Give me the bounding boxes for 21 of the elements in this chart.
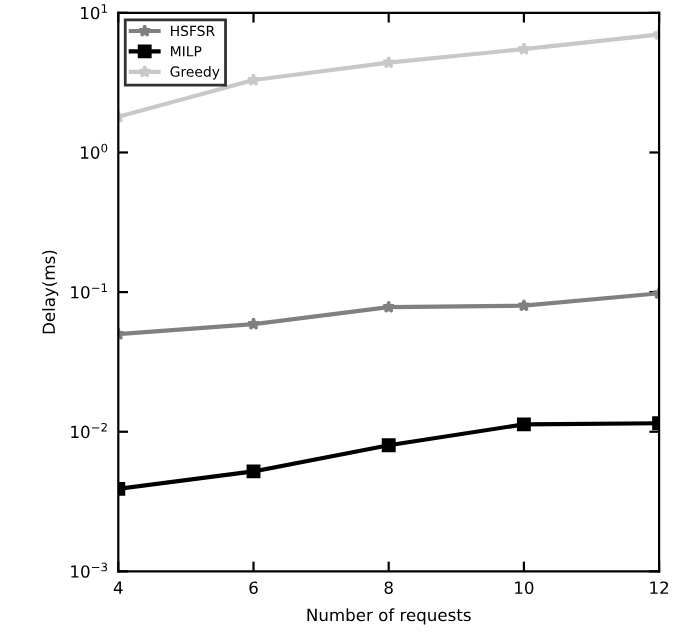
point (246, 317, 261, 330)
y-tick-label: 10$^{−2}$ (71, 422, 107, 439)
y-tick-label: 10$^{−1}$ (71, 283, 107, 299)
y-axis-title: Delay(ms) (42, 250, 59, 334)
x-tick-label: 8 (384, 581, 393, 594)
x-axis-title: Number of requests (307, 608, 471, 625)
x-tick-label: 6 (249, 581, 258, 594)
point (382, 55, 396, 69)
point (517, 42, 531, 55)
y-tick-label: 10$^{−3}$ (71, 562, 108, 578)
point (517, 298, 531, 312)
y-tick-label: 10$^{1}$ (81, 4, 107, 20)
x-tick-label: 10 (515, 581, 534, 594)
point (381, 438, 396, 453)
y-tick-label: 10$^{0}$ (81, 143, 108, 159)
point (382, 300, 396, 314)
x-tick-label: 12 (650, 581, 669, 594)
point (246, 464, 261, 479)
point (246, 73, 261, 86)
x-tick-label: 4 (113, 581, 123, 594)
point (516, 417, 531, 432)
